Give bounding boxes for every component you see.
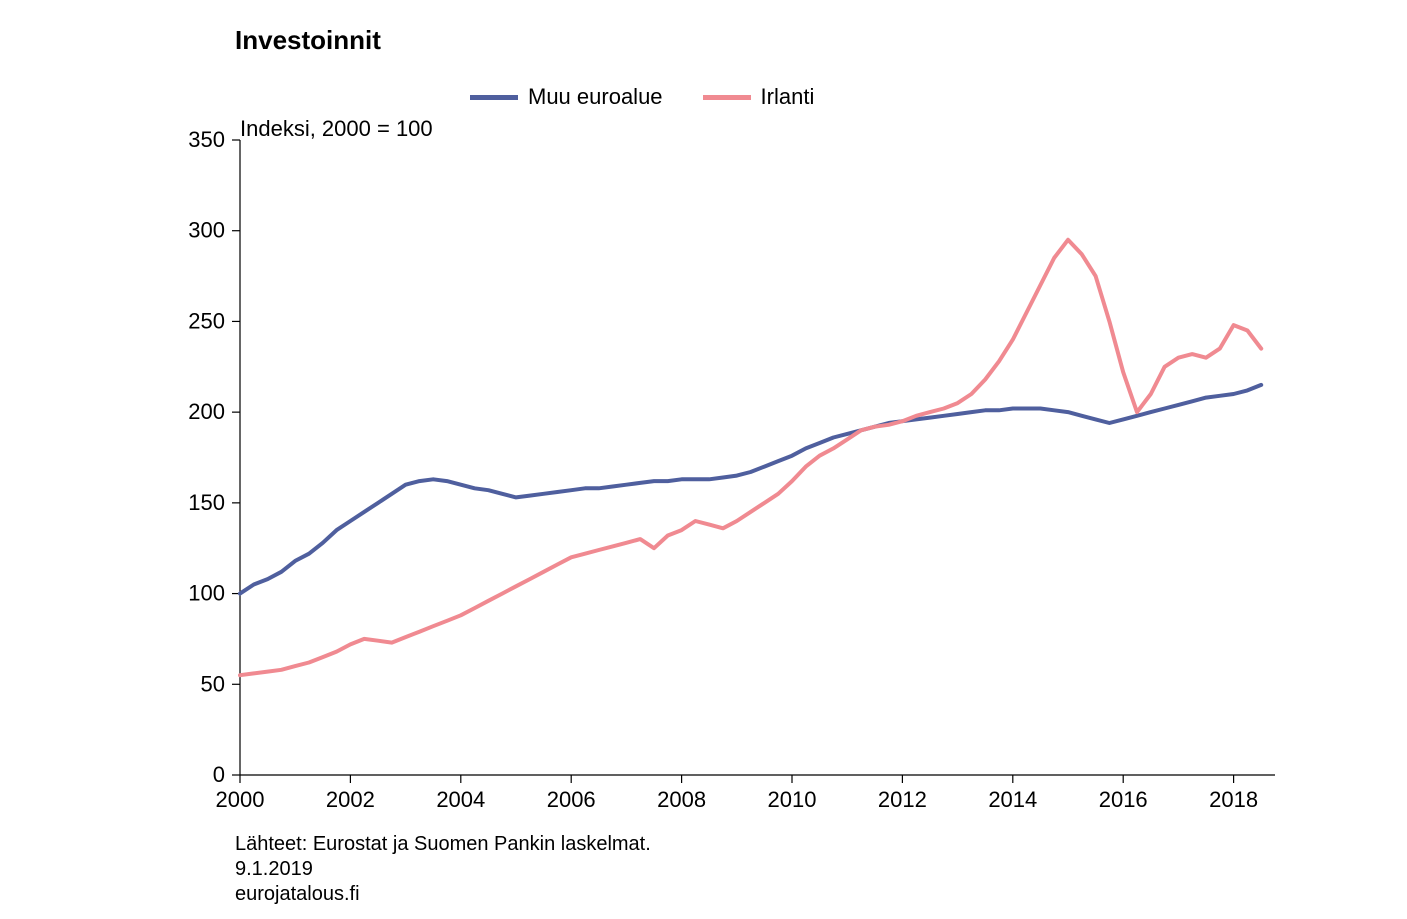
svg-text:2014: 2014 xyxy=(988,787,1037,812)
footer-line-1: 9.1.2019 xyxy=(235,858,313,881)
svg-text:2002: 2002 xyxy=(326,787,375,812)
svg-text:250: 250 xyxy=(188,308,225,333)
svg-text:0: 0 xyxy=(213,762,225,787)
svg-text:2000: 2000 xyxy=(216,787,265,812)
svg-text:200: 200 xyxy=(188,399,225,424)
chart-plot: 0 50 100 150 200 250 300 350 2000 2002 2004 2006 200… xyxy=(0,0,1407,919)
svg-text:2006: 2006 xyxy=(547,787,596,812)
svg-text:2010: 2010 xyxy=(768,787,817,812)
svg-text:50: 50 xyxy=(201,671,225,696)
svg-text:100: 100 xyxy=(188,581,225,606)
svg-text:2008: 2008 xyxy=(657,787,706,812)
svg-text:2004: 2004 xyxy=(436,787,485,812)
svg-text:2018: 2018 xyxy=(1209,787,1258,812)
svg-text:350: 350 xyxy=(188,127,225,152)
svg-text:150: 150 xyxy=(188,490,225,515)
svg-text:300: 300 xyxy=(188,218,225,243)
svg-text:2012: 2012 xyxy=(878,787,927,812)
svg-text:2016: 2016 xyxy=(1099,787,1148,812)
footer-line-0: Lähteet: Eurostat ja Suomen Pankin laske… xyxy=(235,833,651,856)
footer-line-2: eurojatalous.fi xyxy=(235,883,360,906)
